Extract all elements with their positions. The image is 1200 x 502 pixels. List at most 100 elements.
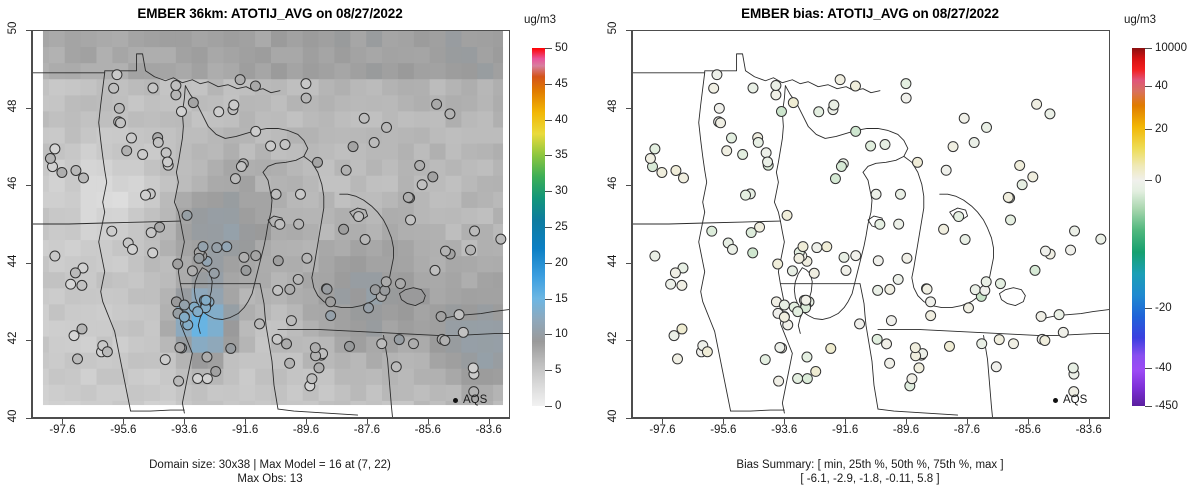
aqs-monitor-point[interactable] <box>121 145 133 157</box>
aqs-monitor-point[interactable] <box>111 69 123 81</box>
aqs-monitor-point[interactable] <box>435 310 447 322</box>
aqs-monitor-point[interactable] <box>900 92 912 104</box>
aqs-monitor-point[interactable] <box>113 102 125 114</box>
aqs-monitor-point[interactable] <box>313 362 325 374</box>
aqs-monitor-point[interactable] <box>894 188 906 200</box>
aqs-monitor-point[interactable] <box>1029 264 1041 276</box>
aqs-monitor-point[interactable] <box>250 125 262 137</box>
aqs-monitor-point[interactable] <box>174 341 186 353</box>
aqs-monitor-point[interactable] <box>884 283 896 295</box>
aqs-monitor-point[interactable] <box>292 273 304 285</box>
aqs-monitor-point[interactable] <box>127 243 138 255</box>
aqs-monitor-point[interactable] <box>469 225 481 237</box>
aqs-monitor-point[interactable] <box>921 283 933 295</box>
aqs-monitor-point[interactable] <box>1014 160 1026 171</box>
aqs-monitor-point[interactable] <box>1044 108 1056 120</box>
aqs-monitor-point[interactable] <box>270 188 282 200</box>
aqs-monitor-point[interactable] <box>706 225 718 237</box>
aqs-monitor-point[interactable] <box>838 251 850 263</box>
aqs-monitor-point[interactable] <box>665 278 677 290</box>
aqs-monitor-point[interactable] <box>969 284 981 296</box>
aqs-monitor-point[interactable] <box>726 132 737 144</box>
aqs-monitor-point[interactable] <box>192 306 204 318</box>
aqs-monitor-point[interactable] <box>285 315 297 327</box>
aqs-monitor-point[interactable] <box>238 251 250 263</box>
aqs-monitor-point[interactable] <box>770 89 782 101</box>
aqs-monitor-point[interactable] <box>1039 335 1051 346</box>
aqs-monitor-point[interactable] <box>300 78 312 90</box>
aqs-monitor-point[interactable] <box>792 306 804 318</box>
aqs-monitor-point[interactable] <box>284 357 296 369</box>
aqs-monitor-point[interactable] <box>754 221 766 233</box>
aqs-monitor-point[interactable] <box>711 69 723 81</box>
aqs-monitor-point[interactable] <box>892 273 904 285</box>
aqs-monitor-point[interactable] <box>649 143 661 155</box>
aqs-monitor-point[interactable] <box>980 276 992 288</box>
aqs-monitor-point[interactable] <box>309 342 321 354</box>
aqs-monitor-point[interactable] <box>208 267 220 279</box>
aqs-monitor-point[interactable] <box>713 102 725 114</box>
aqs-monitor-point[interactable] <box>677 262 689 274</box>
aqs-monitor-point[interactable] <box>727 243 738 255</box>
aqs-monitor-point[interactable] <box>670 165 682 176</box>
aqs-monitor-point[interactable] <box>774 341 786 353</box>
aqs-monitor-point[interactable] <box>468 386 480 398</box>
aqs-monitor-point[interactable] <box>173 375 185 387</box>
aqs-monitor-point[interactable] <box>1035 310 1047 322</box>
aqs-monitor-point[interactable] <box>49 250 61 262</box>
aqs-monitor-point[interactable] <box>850 125 862 137</box>
aqs-monitor-point[interactable] <box>781 209 793 221</box>
aqs-monitor-point[interactable] <box>200 294 212 306</box>
aqs-monitor-point[interactable] <box>126 132 137 144</box>
aqs-monitor-point[interactable] <box>993 334 1005 346</box>
aqs-monitor-point[interactable] <box>178 311 190 323</box>
aqs-monitor-point[interactable] <box>672 353 683 365</box>
aqs-monitor-point[interactable] <box>872 284 884 296</box>
aqs-monitor-point[interactable] <box>808 267 820 279</box>
aqs-monitor-point[interactable] <box>801 373 813 385</box>
aqs-monitor-point[interactable] <box>101 346 113 358</box>
aqs-monitor-point[interactable] <box>358 112 370 124</box>
aqs-monitor-point[interactable] <box>306 373 318 385</box>
aqs-monitor-point[interactable] <box>76 323 88 335</box>
aqs-monitor-point[interactable] <box>668 330 680 342</box>
aqs-monitor-point[interactable] <box>240 264 252 276</box>
aqs-monitor-point[interactable] <box>968 137 980 148</box>
aqs-monitor-point[interactable] <box>272 284 284 296</box>
aqs-monitor-point[interactable] <box>78 172 89 184</box>
aqs-monitor-point[interactable] <box>402 191 414 203</box>
aqs-monitor-point[interactable] <box>925 310 937 322</box>
aqs-monitor-point[interactable] <box>457 326 469 338</box>
aqs-monitor-point[interactable] <box>284 283 296 295</box>
aqs-monitor-point[interactable] <box>958 112 970 124</box>
aqs-monitor-point[interactable] <box>959 234 971 245</box>
aqs-monitor-point[interactable] <box>193 252 205 264</box>
aqs-monitor-point[interactable] <box>65 278 77 290</box>
aqs-monitor-point[interactable] <box>393 334 405 346</box>
aqs-monitor-point[interactable] <box>201 351 213 363</box>
aqs-monitor-point[interactable] <box>1027 171 1039 183</box>
aqs-monitor-point[interactable] <box>321 283 333 295</box>
aqs-monitor-point[interactable] <box>272 255 284 267</box>
aqs-monitor-point[interactable] <box>69 267 81 279</box>
aqs-monitor-point[interactable] <box>170 80 182 91</box>
aqs-monitor-point[interactable] <box>813 106 825 118</box>
aqs-monitor-point[interactable] <box>465 244 477 256</box>
aqs-monitor-point[interactable] <box>938 223 950 235</box>
aqs-monitor-point[interactable] <box>990 361 1002 373</box>
aqs-monitor-point[interactable] <box>106 225 118 237</box>
aqs-monitor-point[interactable] <box>147 82 159 94</box>
aqs-monitor-point[interactable] <box>792 373 804 384</box>
aqs-monitor-point[interactable] <box>439 245 451 257</box>
aqs-monitor-points-model[interactable] <box>33 31 509 417</box>
aqs-monitor-point[interactable] <box>234 74 246 86</box>
aqs-monitor-point[interactable] <box>162 156 174 168</box>
aqs-monitor-point[interactable] <box>909 342 921 354</box>
aqs-monitor-point[interactable] <box>994 278 1006 290</box>
aqs-monitor-point[interactable] <box>293 218 305 230</box>
aqs-monitor-point[interactable] <box>801 351 813 363</box>
aqs-monitor-point[interactable] <box>829 173 841 185</box>
aqs-monitor-point[interactable] <box>301 252 313 264</box>
aqs-monitor-point[interactable] <box>752 136 764 148</box>
aqs-monitor-point[interactable] <box>850 250 862 262</box>
